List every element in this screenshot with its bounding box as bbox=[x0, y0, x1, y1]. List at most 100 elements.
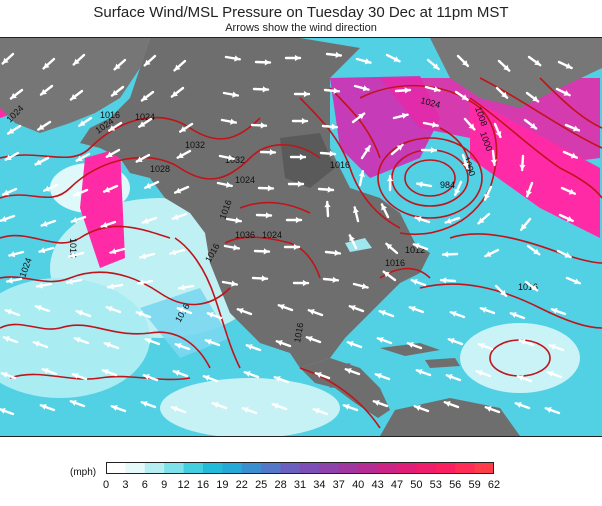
wind-arrow bbox=[348, 305, 365, 313]
colorbar-tick-label: 25 bbox=[255, 479, 268, 491]
pressure-label: 1012 bbox=[405, 245, 425, 255]
wind-arrow bbox=[565, 276, 582, 285]
wind-arrow bbox=[352, 206, 360, 223]
wind-arrow bbox=[525, 91, 540, 103]
wind-arrow bbox=[495, 86, 509, 99]
wind-arrow bbox=[141, 216, 158, 224]
isobar-low-ring bbox=[377, 137, 483, 219]
colorbar-tick-label: 12 bbox=[177, 479, 190, 491]
wind-map[interactable]: 1016 1024 1028 1024 1032 1032 1024 1036 … bbox=[0, 37, 602, 437]
wind-arrow bbox=[307, 309, 324, 317]
wind-arrow bbox=[243, 371, 260, 379]
wind-arrow bbox=[34, 305, 51, 313]
wind-arrow bbox=[37, 120, 52, 131]
isobar bbox=[239, 201, 311, 214]
wind-arrow bbox=[410, 278, 427, 287]
wind-arrow bbox=[105, 148, 121, 159]
wind-arrow bbox=[113, 58, 127, 71]
isobar bbox=[479, 77, 602, 149]
wind-arrow bbox=[283, 243, 301, 251]
wind-arrow bbox=[519, 154, 526, 172]
colorbar-swatch bbox=[338, 462, 359, 474]
wind-arrow bbox=[284, 54, 302, 62]
wind-arrow bbox=[352, 282, 369, 290]
pressure-label: 1032 bbox=[225, 155, 245, 165]
wind-arrow bbox=[312, 408, 329, 416]
colorbar-swatch bbox=[435, 462, 456, 474]
wind-arrow bbox=[382, 270, 397, 282]
wind-arrow bbox=[78, 116, 93, 127]
wind-arrow bbox=[251, 275, 269, 282]
wind-arrow-group bbox=[0, 51, 582, 416]
wind-arrow bbox=[0, 408, 15, 416]
colorbar-swatch bbox=[203, 462, 223, 474]
land-caribbean bbox=[380, 343, 440, 356]
land-central-america bbox=[300, 358, 390, 418]
pressure-label: 1016 bbox=[330, 160, 350, 170]
wind-arrow bbox=[106, 283, 124, 290]
colorbar-swatch bbox=[164, 462, 185, 474]
wind-arrow bbox=[39, 404, 56, 412]
wind-arrow bbox=[413, 405, 430, 413]
wind-arrow bbox=[325, 51, 343, 58]
wind-arrow bbox=[42, 57, 56, 70]
wind-arrow bbox=[9, 88, 24, 100]
wind-arrow bbox=[484, 248, 500, 258]
wind-arrow bbox=[416, 181, 433, 188]
wind-arrow bbox=[376, 337, 393, 345]
pressure-label: 1016 bbox=[518, 282, 538, 292]
wind-arrow bbox=[70, 215, 87, 223]
colorbar-svg bbox=[106, 462, 494, 474]
wind-arrow bbox=[170, 86, 185, 98]
wind-arrow bbox=[223, 244, 241, 251]
wind-arrow bbox=[222, 91, 240, 98]
wind-arrow bbox=[1, 52, 15, 65]
wind-arrow bbox=[392, 112, 409, 120]
pressure-label: 1016 bbox=[100, 110, 120, 120]
calm-zone bbox=[460, 323, 580, 393]
wind-arrow bbox=[245, 344, 262, 352]
wind-arrow bbox=[523, 118, 538, 130]
pressure-label: 984 bbox=[440, 180, 455, 190]
wind-arrow bbox=[271, 403, 288, 411]
map-subtitle: Arrows show the wind direction bbox=[225, 22, 377, 34]
wind-arrow bbox=[173, 59, 187, 72]
wind-arrow bbox=[32, 341, 49, 349]
wind-arrow bbox=[360, 145, 371, 160]
land-alaska bbox=[0, 38, 150, 133]
wind-arrow bbox=[135, 153, 151, 163]
colorbar-tick-label: 19 bbox=[216, 479, 229, 491]
wind-arrow bbox=[110, 405, 127, 413]
wind-arrow bbox=[174, 343, 191, 351]
isobar bbox=[469, 97, 602, 199]
strong-wind-area bbox=[80, 148, 125, 268]
wind-arrow bbox=[314, 372, 331, 380]
wind-arrow bbox=[454, 90, 469, 101]
wind-arrow bbox=[139, 252, 156, 260]
isobar bbox=[379, 267, 431, 279]
colorbar-tick-label: 37 bbox=[332, 479, 345, 491]
wind-arrow bbox=[250, 122, 268, 129]
isobar bbox=[299, 97, 401, 229]
wind-arrow bbox=[0, 372, 17, 380]
colorbar-tick-label: 53 bbox=[429, 479, 442, 491]
wind-arrow bbox=[138, 117, 153, 128]
wind-arrow bbox=[319, 150, 337, 157]
wind-arrow bbox=[414, 216, 431, 224]
wind-speed-colorbar bbox=[106, 462, 494, 474]
isobar bbox=[449, 233, 602, 264]
colorbar-swatch bbox=[106, 462, 126, 474]
wind-arrow bbox=[287, 180, 305, 188]
pressure-label: 1024 bbox=[135, 112, 155, 122]
wind-arrow bbox=[172, 370, 189, 378]
wind-arrow bbox=[109, 247, 126, 255]
wind-arrow bbox=[257, 185, 275, 192]
wind-arrow bbox=[558, 213, 574, 223]
wind-arrow bbox=[342, 404, 359, 412]
isobar bbox=[0, 225, 171, 244]
isobar bbox=[539, 77, 602, 129]
wind-arrow bbox=[293, 90, 311, 98]
wind-arrow bbox=[216, 181, 233, 188]
wind-arrow bbox=[415, 369, 432, 377]
wind-arrow bbox=[143, 180, 160, 190]
